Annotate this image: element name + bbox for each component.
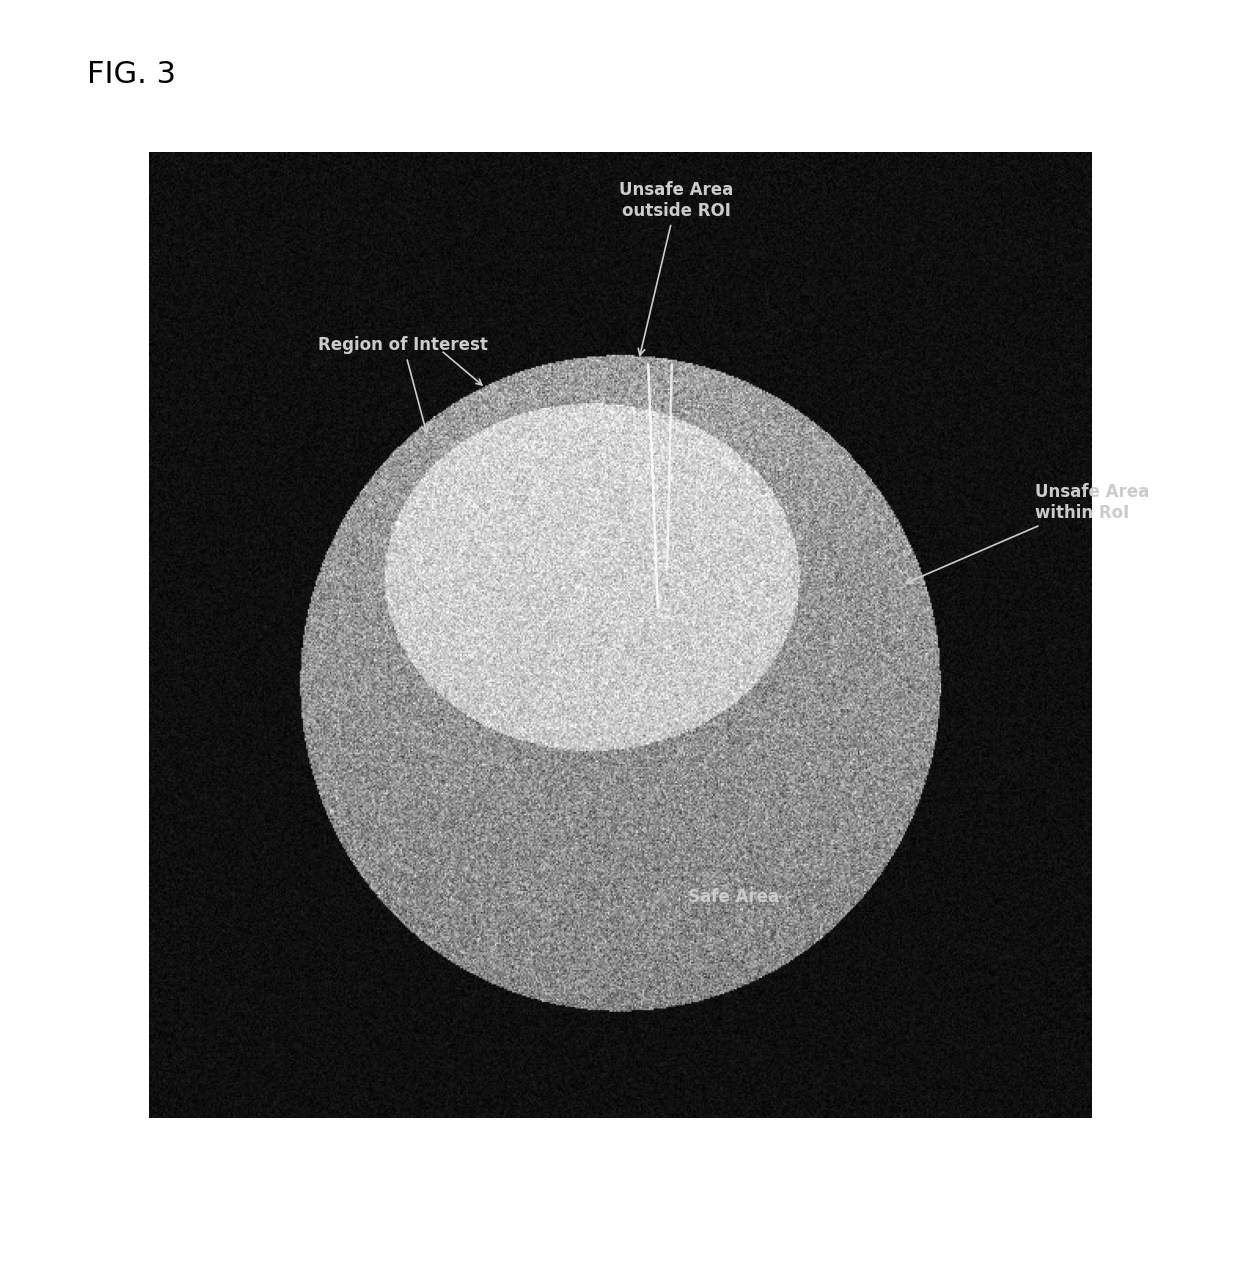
Text: Unsafe Area
outside ROI: Unsafe Area outside ROI <box>620 182 734 356</box>
Text: Safe Area: Safe Area <box>687 888 779 906</box>
Text: Region of Interest: Region of Interest <box>319 337 489 433</box>
Text: Unsafe Area
within RoI: Unsafe Area within RoI <box>906 484 1149 583</box>
Text: FIG. 3: FIG. 3 <box>87 60 176 89</box>
